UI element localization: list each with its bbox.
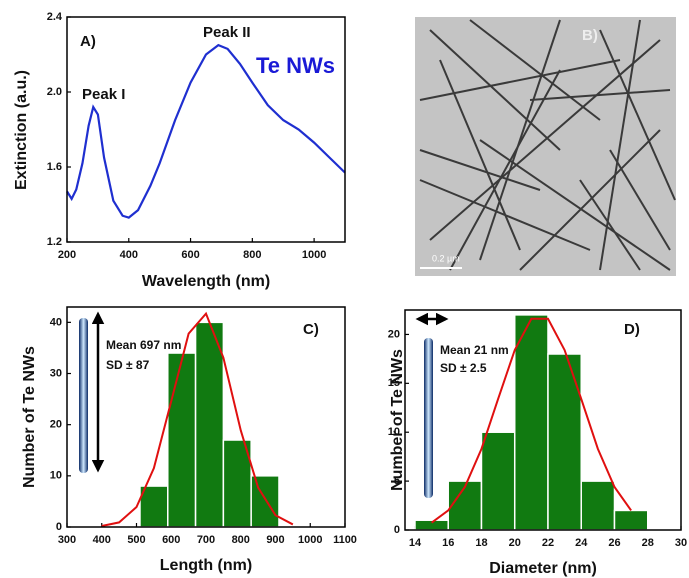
x-tick-label: 24 [575,537,588,549]
x-tick-label: 300 [58,534,76,546]
histogram-bar [222,439,252,528]
histogram-bar [513,314,549,531]
y-tick-label: 0 [394,524,400,536]
x-tick-label: 1000 [298,534,322,546]
annotation: SD ± 87 [106,358,150,372]
histogram-bar [447,480,483,531]
histogram-bar [167,352,197,528]
y-tick-label: 5 [394,475,400,487]
annotation: Te NWs [256,53,335,78]
y-tick-label: 1.2 [47,236,62,248]
x-tick-label: 30 [675,537,687,549]
y-tick-label: 1.6 [47,161,62,173]
gaussian-fit [431,317,632,524]
y-tick-label: 30 [50,367,62,379]
y-tick-label: 10 [50,470,62,482]
histogram-bar [480,431,516,531]
histogram-bar [613,509,649,531]
x-tick-label: 28 [642,537,654,549]
y-tick-label: 10 [388,426,400,438]
x-tick-label: 1000 [302,249,326,261]
histogram-bar [194,321,225,528]
x-tick-label: 14 [409,537,422,549]
x-tick-label: 700 [197,534,215,546]
annotation: SD ± 2.5 [440,361,487,375]
spectrum-line [66,43,346,219]
y-axis-title: Extinction (a.u.) [13,70,30,190]
x-axis-title: Diameter (nm) [489,560,597,577]
y-tick-label: 20 [50,419,62,431]
annotation: C) [303,321,319,338]
x-tick-label: 600 [162,534,180,546]
histogram-bar [580,480,616,531]
annotation: Mean 21 nm [440,343,509,357]
annotation: A) [80,33,96,50]
x-tick-label: 1100 [333,534,357,546]
x-tick-label: 26 [608,537,620,549]
y-tick-label: 0 [56,521,62,533]
x-axis-title: Wavelength (nm) [142,273,270,290]
x-tick-label: 20 [509,537,521,549]
y-tick-label: 2.4 [47,11,63,23]
gaussian-fit [101,311,294,527]
panel-label: B) [582,27,598,44]
annotation: Mean 697 nm [106,338,181,352]
y-tick-label: 2.0 [47,86,62,98]
annotation: D) [624,321,640,338]
annotation: Peak II [203,24,251,41]
x-tick-label: 600 [181,249,199,261]
y-axis-title: Number of Te NWs [21,346,38,488]
plot-frame [66,306,346,528]
x-axis-title: Length (nm) [160,557,252,574]
scale-bar-label: 0.2 µm [432,253,460,263]
x-tick-label: 18 [475,537,487,549]
y-tick-label: 40 [50,316,62,328]
x-tick-label: 16 [442,537,454,549]
x-tick-label: 22 [542,537,554,549]
annotation: Peak I [82,86,125,103]
histogram-bar [250,475,280,528]
y-tick-label: 15 [388,377,400,389]
tem-image: 0.2 µm B) [415,17,676,276]
icons [79,311,449,498]
x-tick-label: 800 [243,249,261,261]
x-tick-label: 500 [127,534,145,546]
plot-frame [66,16,346,243]
histogram-bar [547,353,582,531]
plot-frame [404,309,682,531]
x-tick-label: 800 [232,534,250,546]
x-tick-label: 400 [120,249,138,261]
x-tick-label: 400 [93,534,111,546]
x-tick-label: 900 [266,534,284,546]
y-axis-title: Number of Te NWs [389,349,406,491]
x-tick-label: 200 [58,249,76,261]
y-tick-label: 20 [388,328,400,340]
